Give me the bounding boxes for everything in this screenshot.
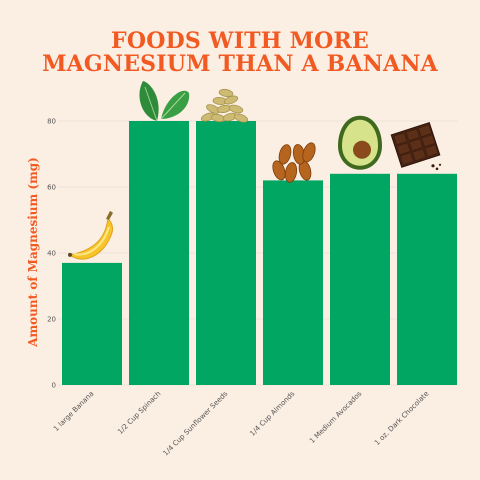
y-axis-label: Amount of Magnesium (mg) [26,157,40,348]
bar [62,262,122,385]
chart-title-line-2: MAGNESIUM THAN A BANANA [42,51,438,77]
y-tick-label: 0 [52,382,56,390]
spinach-icon [139,81,190,122]
x-category-label: 1/2 Cup Spinach [116,390,162,436]
bar [397,173,457,385]
y-tick-label: 20 [47,316,56,324]
bar [196,121,256,385]
dark-chocolate-icon [390,121,442,171]
bar [263,180,323,385]
y-tick-label: 40 [47,250,56,258]
banana-icon [68,210,113,260]
x-category-label: 1/4 Cup Almonds [248,390,296,438]
x-category-label: 1/4 Cup Sunflower Seeds [162,390,230,458]
y-tick-label: 80 [47,118,56,126]
sunflower-seeds-icon [200,88,249,123]
x-category-label: 1 Medium Avocados [308,390,364,446]
chart-title: FOODS WITH MORE MAGNESIUM THAN A BANANA [0,30,480,76]
bar [129,121,189,385]
avocado-icon [338,115,382,170]
y-tick-label: 60 [47,184,56,192]
almonds-icon [272,142,316,183]
bar [330,173,390,385]
x-category-label: 1 oz. Dark Chocolate [373,390,430,447]
x-category-label: 1 large Banana [52,390,95,433]
chart-title-line-1: FOODS WITH MORE [111,28,369,54]
